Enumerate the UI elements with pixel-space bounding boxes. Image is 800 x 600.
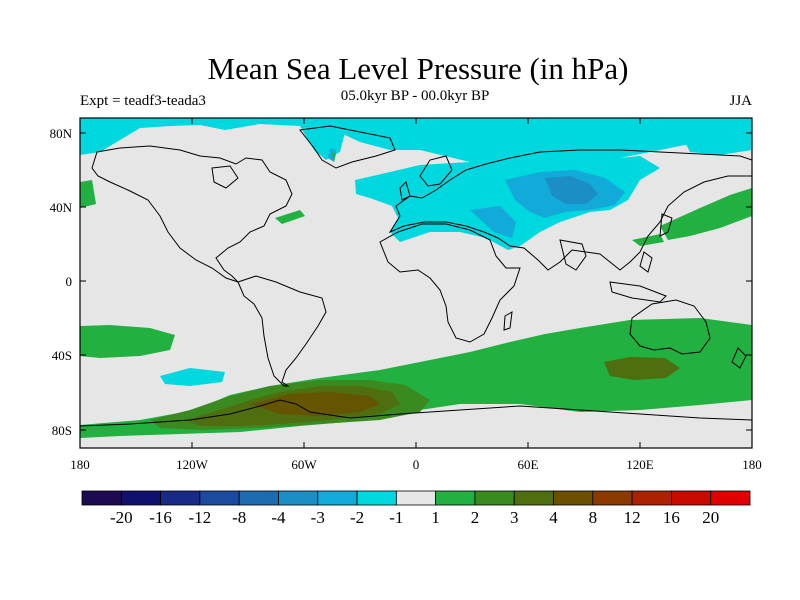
colorbar-swatch <box>278 490 319 506</box>
tick-marks <box>80 118 752 448</box>
contour-south-pacific-neg <box>160 368 225 386</box>
colorbar-label: 1 <box>431 508 440 527</box>
colorbar-swatch <box>553 490 594 506</box>
colorbar-swatch <box>592 490 633 506</box>
colorbar: -20 -16 -12 -8 -4 -3 -2 -1 1 2 3 4 8 12 16 20 <box>81 490 751 527</box>
lon-tick-label: 120W <box>176 457 209 472</box>
colorbar-swatch <box>317 490 358 506</box>
colorbar-label: 4 <box>549 508 558 527</box>
lat-tick-label: 40N <box>50 200 73 215</box>
lon-tick-label: 60E <box>518 457 539 472</box>
season-label: JJA <box>729 93 752 109</box>
coastline-antarctica <box>80 399 752 427</box>
lat-tick-label: 80S <box>52 423 72 438</box>
coastline-eurasia <box>388 149 752 271</box>
contour-indian-pos3 <box>604 357 680 380</box>
colorbar-label: -3 <box>311 508 325 527</box>
contour-africa-neg2 <box>470 206 516 238</box>
coastline-hudson-bay <box>211 165 239 189</box>
colorbar-swatch <box>238 490 279 506</box>
lat-tick-label: 0 <box>66 274 73 289</box>
colorbar-label: -1 <box>389 508 403 527</box>
contour-npac-pos-east <box>660 188 752 240</box>
colorbar-swatch <box>120 490 161 506</box>
coastline-japan <box>659 213 673 237</box>
coastline-north-america <box>91 145 293 283</box>
map-title: Mean Sea Level Pressure (in hPa) <box>207 51 629 86</box>
colorbar-label: 16 <box>663 508 680 527</box>
colorbar-label: 20 <box>702 508 719 527</box>
latitude-labels: 80N 40N 0 40S 80S <box>50 126 73 438</box>
contour-arctic-neg <box>80 118 752 170</box>
contour-atl-pos <box>275 210 305 224</box>
lon-tick-label: 120E <box>626 457 654 472</box>
coastline-south-america <box>237 275 327 387</box>
lon-tick-label: 0 <box>413 457 420 472</box>
colorbar-swatch <box>631 490 672 506</box>
colorbar-label: 8 <box>589 508 598 527</box>
contour-greenland-pos <box>332 152 336 162</box>
colorbar-swatch <box>199 490 240 506</box>
coastline-greenland <box>299 125 396 169</box>
colorbar-label: -2 <box>350 508 364 527</box>
lat-tick-label: 40S <box>52 348 72 363</box>
colorbar-label: 2 <box>471 508 480 527</box>
coastline-africa <box>379 223 521 343</box>
period-subtitle: 05.0kyr BP - 00.0kyr BP <box>340 88 490 104</box>
contour-antarctic-pos4 <box>250 392 380 416</box>
colorbar-swatch <box>710 490 751 506</box>
coastline-scandinavia <box>419 155 453 187</box>
contour-west-pos <box>80 180 96 208</box>
contour-south-pacific-pos <box>80 325 175 358</box>
lon-tick-label: 180 <box>70 457 90 472</box>
colorbar-label: 3 <box>510 508 519 527</box>
colorbar-label: -8 <box>232 508 246 527</box>
contour-pacific-arctic-neg <box>680 122 752 155</box>
longitude-labels: 180 120W 60W 0 60E 120E 180 <box>70 457 762 472</box>
pressure-anomaly-field <box>80 118 752 438</box>
coastline-philippines <box>639 251 653 273</box>
coastline-se-asia-islands <box>609 281 667 303</box>
lat-tick-label: 80N <box>50 126 73 141</box>
colorbar-swatch <box>671 490 712 506</box>
coastline-uk <box>399 181 411 201</box>
colorbar-swatch <box>81 490 122 506</box>
lon-tick-label: 180 <box>742 457 762 472</box>
colorbar-label: -12 <box>189 508 212 527</box>
coastline-india <box>559 239 587 271</box>
contour-asia-neg3 <box>545 176 598 204</box>
colorbar-swatch <box>356 490 397 506</box>
colorbar-label: -4 <box>271 508 286 527</box>
lon-tick-label: 60W <box>291 457 317 472</box>
colorbar-swatch <box>474 490 515 506</box>
colorbar-label: -20 <box>110 508 133 527</box>
colorbar-swatch <box>513 490 554 506</box>
colorbar-label: 12 <box>624 508 641 527</box>
coastlines <box>80 125 752 427</box>
coastline-australia <box>629 299 711 355</box>
coastline-new-zealand <box>731 347 747 369</box>
colorbar-swatch <box>395 490 437 506</box>
colorbar-swatch <box>160 490 201 506</box>
contour-japan-pos <box>632 234 664 246</box>
colorbar-swatch <box>435 490 476 506</box>
coastline-madagascar <box>503 311 513 331</box>
colorbar-label: -16 <box>149 508 172 527</box>
experiment-label: Expt = teadf3-teada3 <box>80 93 206 109</box>
